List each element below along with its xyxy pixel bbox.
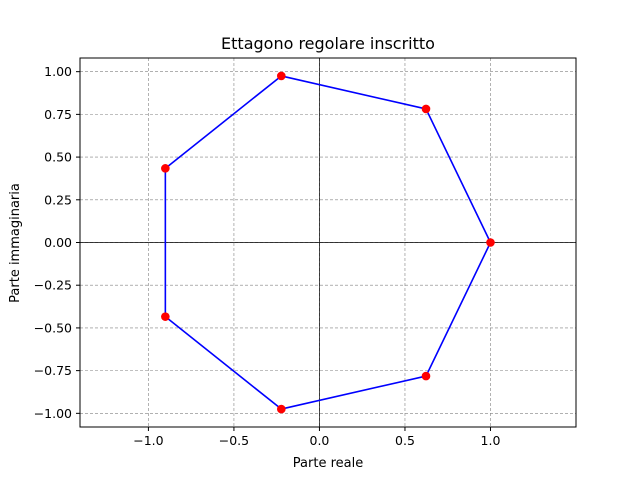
x-tick-label: −0.5	[219, 433, 249, 448]
y-tick-label: 0.75	[44, 107, 72, 122]
y-tick-label: −1.00	[34, 406, 72, 421]
x-tick-label: 0.0	[310, 433, 330, 448]
y-tick-label: −0.50	[34, 320, 72, 335]
y-tick-label: 0.00	[44, 235, 72, 250]
y-axis-ticks: 1.00 0.75 0.50 0.25 0.00 −0.25 −0.50 −0.75 −1.00	[34, 64, 80, 421]
y-tick-label: −0.25	[34, 278, 72, 293]
y-tick-label: 1.00	[44, 64, 72, 79]
x-axis-ticks: −1.0 −0.5 0.0 0.5 1.0	[133, 427, 500, 448]
x-tick-label: 0.5	[395, 433, 415, 448]
y-tick-label: 0.25	[44, 192, 72, 207]
x-tick-label: 1.0	[481, 433, 501, 448]
vertex-marker	[161, 312, 170, 321]
heptagon-outline	[164, 75, 492, 410]
x-tick-label: −1.0	[133, 433, 163, 448]
chart-title: Ettagono regolare inscritto	[221, 34, 435, 53]
y-tick-label: −0.75	[34, 363, 72, 378]
vertex-marker	[161, 164, 170, 173]
vertex-marker	[486, 238, 495, 247]
y-tick-label: 0.50	[44, 150, 72, 165]
x-axis-label: Parte reale	[293, 456, 363, 471]
series-layer	[161, 71, 495, 414]
vertex-marker	[421, 104, 431, 114]
vertex-marker	[277, 404, 286, 414]
vertex-marker	[421, 371, 431, 381]
vertex-marker	[277, 71, 286, 81]
y-axis-label: Parte immaginaria	[8, 183, 23, 303]
